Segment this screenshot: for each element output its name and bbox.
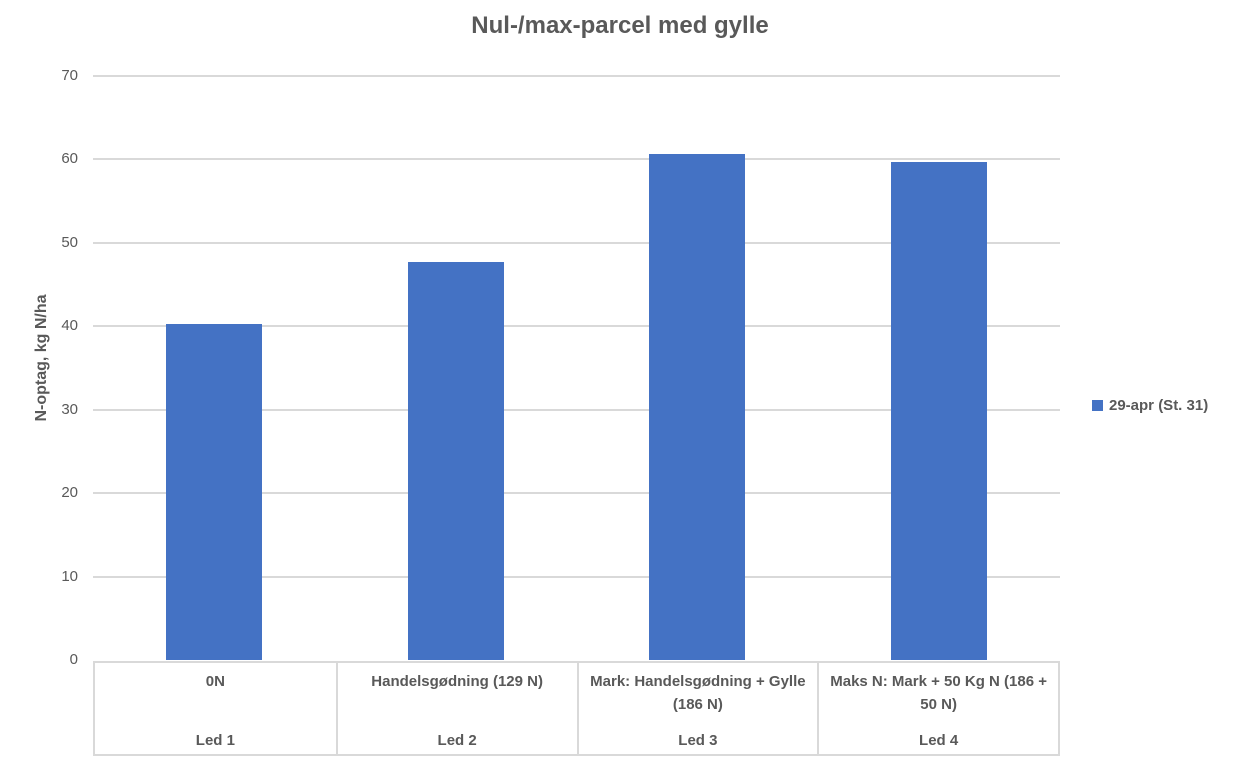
gridline-50 [93, 241, 1060, 244]
bar-led-2 [407, 262, 504, 660]
legend-label: 29-apr (St. 31) [1109, 397, 1209, 414]
gridline-10 [93, 575, 1060, 578]
y-tick-label-60: 60 [61, 150, 78, 168]
category-axis-table: 0N Led 1 Handelsgødning (129 N) Led 2 Mark: … [93, 661, 1060, 756]
y-tick-label-40: 40 [61, 317, 78, 335]
bar-led-1 [165, 323, 262, 660]
gridline-20 [93, 492, 1060, 495]
y-tick-label-20: 20 [61, 484, 78, 502]
category-cell-2: Handelsgødning (129 N) Led 2 [335, 663, 577, 754]
chart-title: Nul-/max-parcel med gylle [471, 12, 769, 39]
group-label: Led 3 [678, 732, 718, 749]
bar-led-4 [891, 161, 988, 660]
category-cell-3: Mark: Handelsgødning + Gylle (186 N) Led … [576, 663, 818, 754]
y-tick-label-0: 0 [69, 651, 78, 668]
category-label: Handelsgødning (129 N) [371, 673, 543, 690]
legend: 29-apr (St. 31) [1092, 397, 1208, 414]
legend-marker-icon [1092, 400, 1103, 411]
gridline-30 [93, 408, 1060, 411]
category-label: 0N [205, 673, 225, 690]
y-tick-label-30: 30 [61, 400, 78, 418]
category-label: Mark: Handelsgødning + Gylle (186 N) [590, 673, 806, 713]
group-label: Led 2 [437, 732, 477, 749]
plot-area [93, 75, 1060, 660]
y-tick-label-10: 10 [61, 567, 78, 585]
group-label: Led 1 [195, 732, 235, 749]
category-label: Maks N: Mark + 50 Kg N (186 + 50 N) [830, 673, 1047, 713]
y-tick-label-50: 50 [61, 233, 78, 251]
y-tick-label-70: 70 [61, 67, 78, 84]
bar-led-3 [649, 154, 746, 660]
group-label: Led 4 [919, 732, 959, 749]
gridline-40 [93, 325, 1060, 328]
category-cell-1: 0N Led 1 [95, 663, 336, 754]
gridline-60 [93, 158, 1060, 161]
bar-series [93, 76, 1060, 660]
category-cell-4: Maks N: Mark + 50 Kg N (186 + 50 N) Led 4 [817, 663, 1058, 754]
gridline-70 [93, 75, 1060, 77]
